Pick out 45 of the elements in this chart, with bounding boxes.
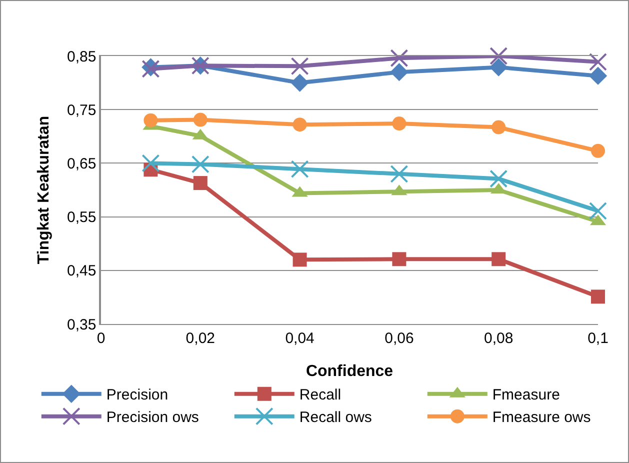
point <box>591 144 605 158</box>
x-tick-label: 0,02 <box>186 330 215 348</box>
y-tick-label: 0,65 <box>67 155 96 172</box>
y-tick-label: 0,35 <box>67 316 96 334</box>
x-tick-label: 0 <box>96 330 106 348</box>
x-tick-label: 0,06 <box>384 330 414 348</box>
legend-label: Precision ows <box>106 409 199 426</box>
point <box>292 252 307 267</box>
point <box>290 160 309 178</box>
legend-label: Fmeasure ows <box>492 409 591 426</box>
point <box>591 290 605 304</box>
legend-label: Fmeasure <box>492 386 560 404</box>
point <box>392 252 406 266</box>
point <box>191 155 210 174</box>
point <box>490 170 508 188</box>
point <box>492 252 506 266</box>
legend-label: Precision <box>106 386 168 404</box>
point <box>193 176 208 190</box>
x-tick-label: 0,1 <box>588 330 608 348</box>
point <box>390 62 408 82</box>
point <box>193 112 208 127</box>
y-tick-label: 0,45 <box>67 262 96 280</box>
point <box>390 49 408 68</box>
legend-label: Recall <box>299 386 342 404</box>
y-axis-title: Tingkat Keakuratan <box>35 116 52 264</box>
point <box>490 47 508 65</box>
legend-label: Recall ows <box>299 409 372 426</box>
x-axis-title: Confidence <box>306 362 394 380</box>
point <box>492 120 506 134</box>
x-tick-label: 0,04 <box>285 330 314 348</box>
point <box>290 57 309 76</box>
point <box>292 118 307 132</box>
x-tick-label: 0,08 <box>484 330 514 348</box>
point <box>392 116 406 131</box>
point <box>144 113 158 128</box>
y-tick-label: 0,85 <box>67 48 96 66</box>
point <box>589 202 607 220</box>
point <box>390 164 408 183</box>
point <box>490 58 508 76</box>
point <box>588 66 608 85</box>
y-tick-label: 0,75 <box>67 102 96 119</box>
point <box>290 74 309 92</box>
point <box>142 154 160 172</box>
y-tick-label: 0,55 <box>67 209 96 226</box>
point <box>589 52 607 71</box>
